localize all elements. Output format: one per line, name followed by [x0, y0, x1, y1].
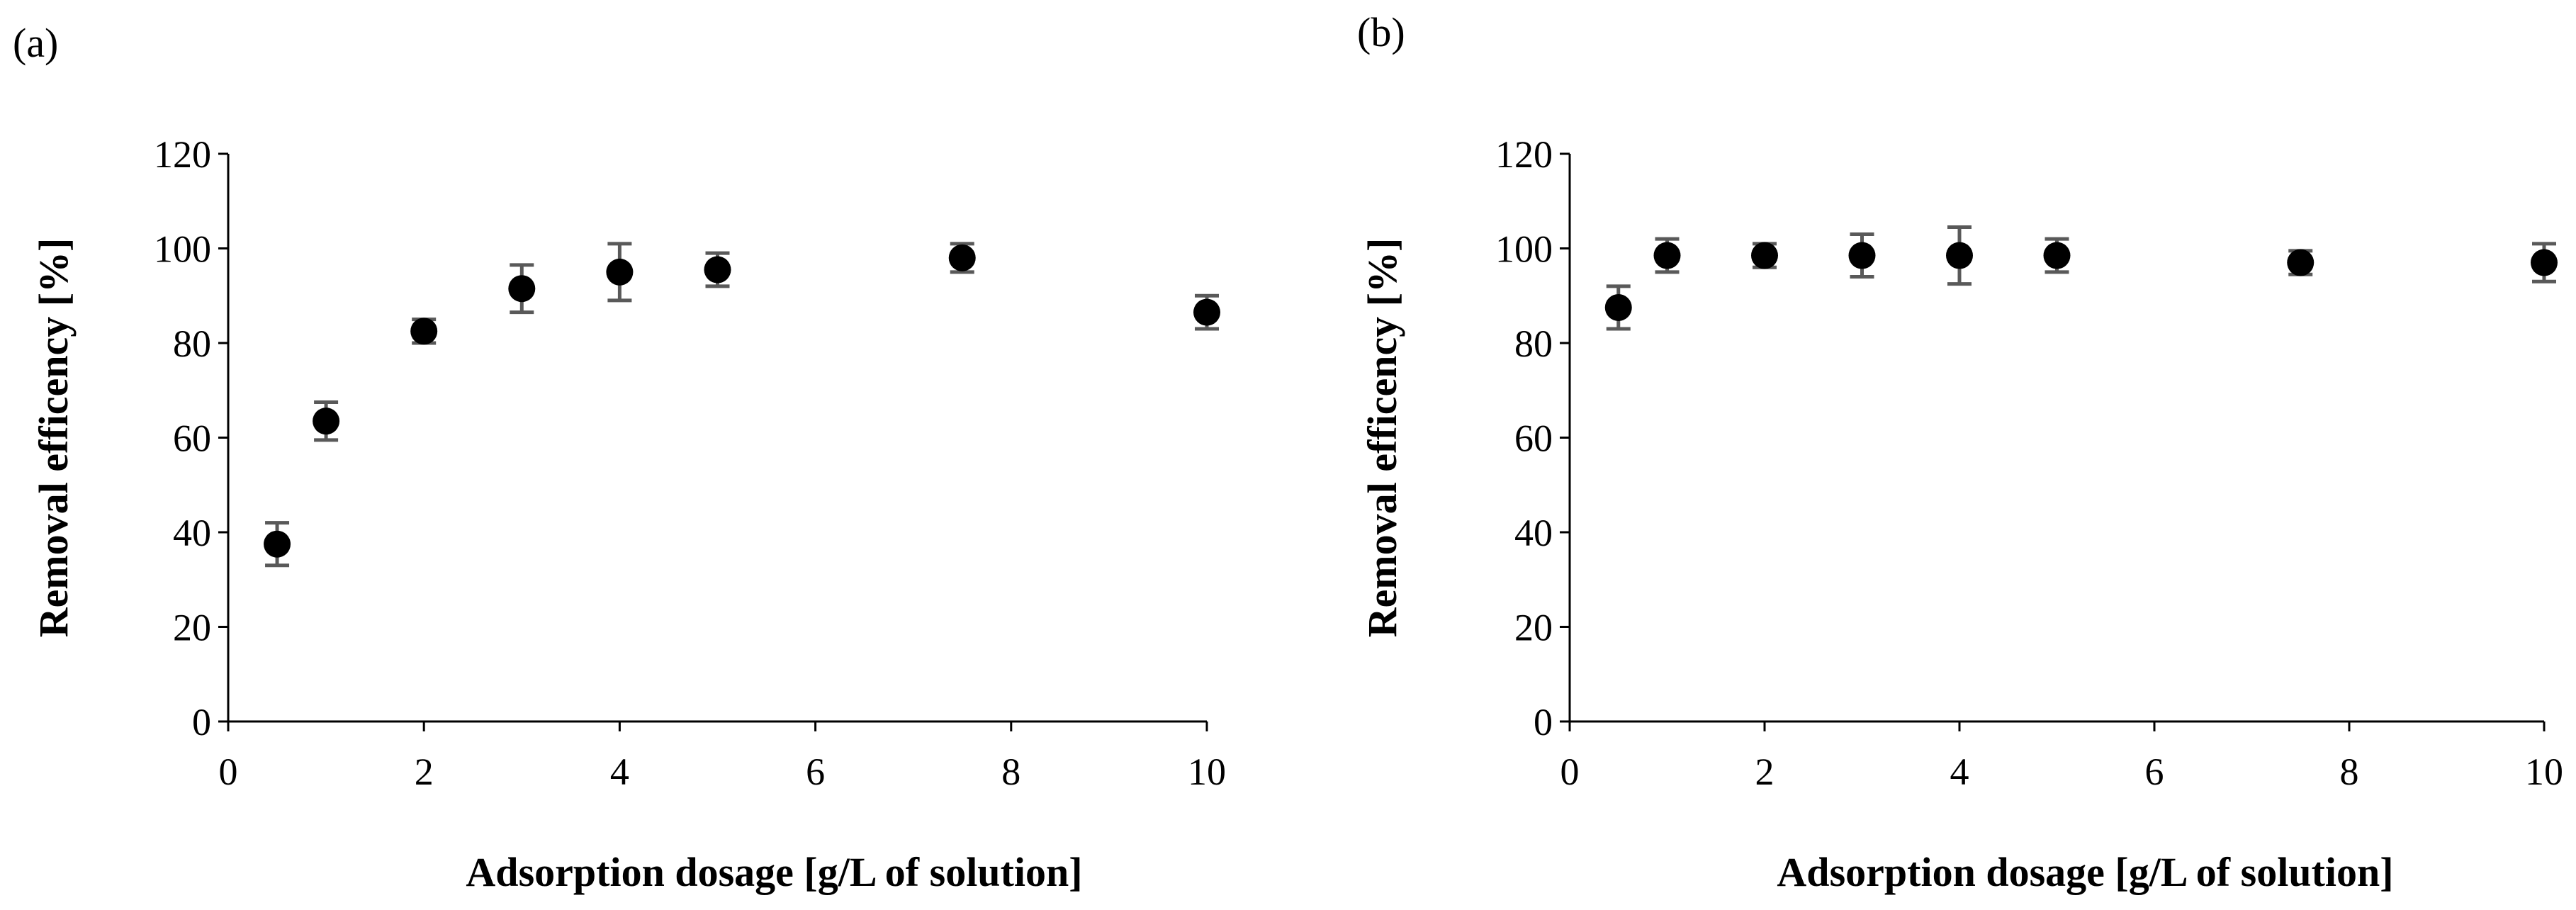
panel-b-chart: (b) 0 20 40 60 80 100 120 0 2 4 6 8 10 Adsorption dosa… — [1357, 9, 2563, 895]
x-axis-title: Adsorption dosage [g/L of solution] — [1777, 849, 2393, 895]
y-tick-label: 40 — [1514, 512, 1553, 554]
x-axis-title: Adsorption dosage [g/L of solution] — [466, 849, 1082, 895]
panel-label: (a) — [13, 20, 58, 66]
data-point — [1653, 242, 1681, 269]
x-tick-label: 0 — [1560, 751, 1580, 793]
y-tick-label: 120 — [1495, 133, 1553, 176]
data-point — [1946, 242, 1973, 269]
y-tick-label: 80 — [1514, 322, 1553, 365]
y-tick-label: 0 — [1534, 701, 1553, 743]
x-tick-label: 10 — [1188, 751, 1226, 793]
data-point — [313, 408, 340, 435]
y-tick-label: 100 — [154, 228, 211, 271]
y-tick-label: 100 — [1495, 228, 1553, 271]
y-tick-label: 120 — [154, 133, 211, 176]
data-point — [1848, 242, 1876, 269]
data-point — [606, 258, 634, 286]
x-tick-label: 10 — [2525, 751, 2563, 793]
x-tick-label: 4 — [1950, 751, 1969, 793]
data-point — [508, 275, 536, 303]
data-point — [1751, 242, 1778, 269]
data-point — [2531, 249, 2558, 276]
y-tick-label: 80 — [173, 322, 211, 365]
x-tick-label: 8 — [1001, 751, 1020, 793]
x-tick-label: 6 — [806, 751, 825, 793]
data-point — [1604, 293, 1632, 321]
data-point — [2287, 249, 2315, 276]
y-tick-label: 20 — [173, 607, 211, 649]
y-tick-label: 60 — [1514, 417, 1553, 460]
x-tick-label: 8 — [2340, 751, 2359, 793]
x-tick-label: 4 — [610, 751, 629, 793]
data-point — [704, 256, 731, 283]
panel-a-chart: (a) 0 20 40 60 80 100 120 0 2 4 6 8 10 Adsorption dosa… — [13, 20, 1226, 895]
y-tick-label: 20 — [1514, 607, 1553, 649]
data-point — [410, 318, 438, 345]
x-tick-label: 2 — [1755, 751, 1774, 793]
y-axis-title: Removal efficency [%] — [1359, 238, 1405, 638]
data-point — [948, 244, 976, 271]
y-tick-label: 0 — [192, 701, 211, 743]
y-axis-title: Removal efficency [%] — [30, 238, 77, 638]
y-tick-label: 40 — [173, 512, 211, 554]
panel-label: (b) — [1357, 9, 1405, 55]
x-tick-label: 6 — [2145, 751, 2164, 793]
x-tick-label: 2 — [415, 751, 434, 793]
data-point — [264, 530, 291, 558]
x-tick-label: 0 — [219, 751, 238, 793]
y-tick-label: 60 — [173, 417, 211, 460]
data-point — [1193, 298, 1220, 326]
data-point — [2043, 242, 2071, 269]
